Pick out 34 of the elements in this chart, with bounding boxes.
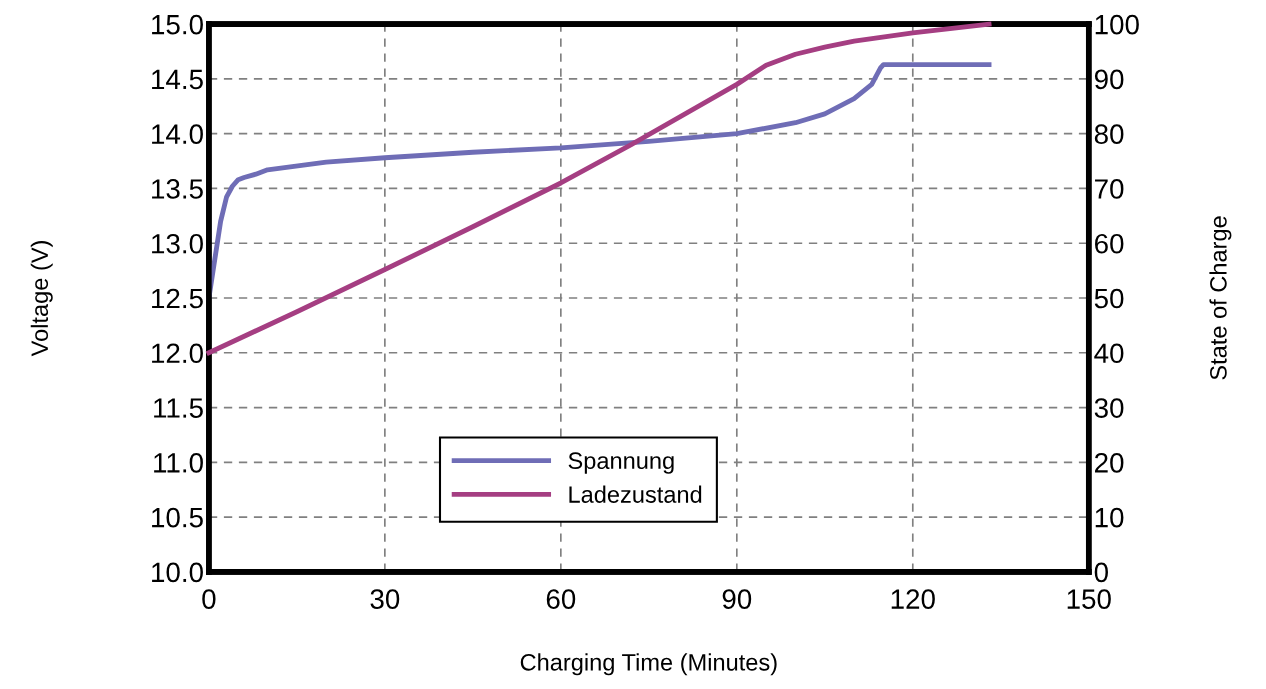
y-tick-label: 14.0	[152, 124, 203, 144]
y2-tick-label: 80	[1094, 124, 1124, 144]
y2-tick-label: 30	[1094, 398, 1124, 418]
x-tick-label: 150	[1067, 589, 1111, 609]
y2-tick-label: 0	[1094, 562, 1108, 583]
y-tick-label: 10.5	[152, 507, 203, 528]
y2-tick-label: 70	[1095, 179, 1124, 199]
y2-tick-label: 20	[1095, 452, 1124, 473]
y-tick-label: 13.0	[152, 233, 203, 254]
y2-tick-label: 40	[1094, 343, 1124, 364]
y2-axis-title: State of Charge	[1209, 216, 1232, 380]
y2-tick-label: 100	[1095, 14, 1139, 35]
y-tick-label: 13.5	[152, 179, 203, 199]
x-tick-label: 60	[546, 589, 576, 609]
x-axis-title: Charging Time (Minutes)	[520, 653, 777, 676]
y-tick-label: 12.5	[152, 288, 203, 309]
y2-tick-label: 50	[1094, 288, 1124, 309]
line-series	[206, 21, 992, 356]
y-tick-label: 11.0	[154, 452, 203, 473]
legend-label: Spannung	[568, 452, 674, 474]
x-tick-label: 0	[202, 589, 216, 609]
y-tick-label: 14.5	[152, 69, 203, 90]
x-tick-label: 90	[722, 589, 752, 609]
x-tick-label: 30	[370, 589, 400, 609]
y2-tick-label: 90	[1094, 69, 1124, 90]
y-axis-title: Voltage (V)	[30, 241, 53, 357]
legend-label: Ladezustand	[569, 485, 702, 503]
x-tick-label: 120	[891, 589, 935, 609]
y-tick-label: 12.0	[152, 343, 203, 364]
y-tick-label: 10.0	[152, 562, 203, 583]
y2-tick-label: 10	[1095, 507, 1124, 528]
y2-tick-label: 60	[1095, 233, 1124, 254]
y-tick-label: 15.0	[152, 14, 203, 35]
y-tick-label: 11.5	[154, 398, 203, 418]
